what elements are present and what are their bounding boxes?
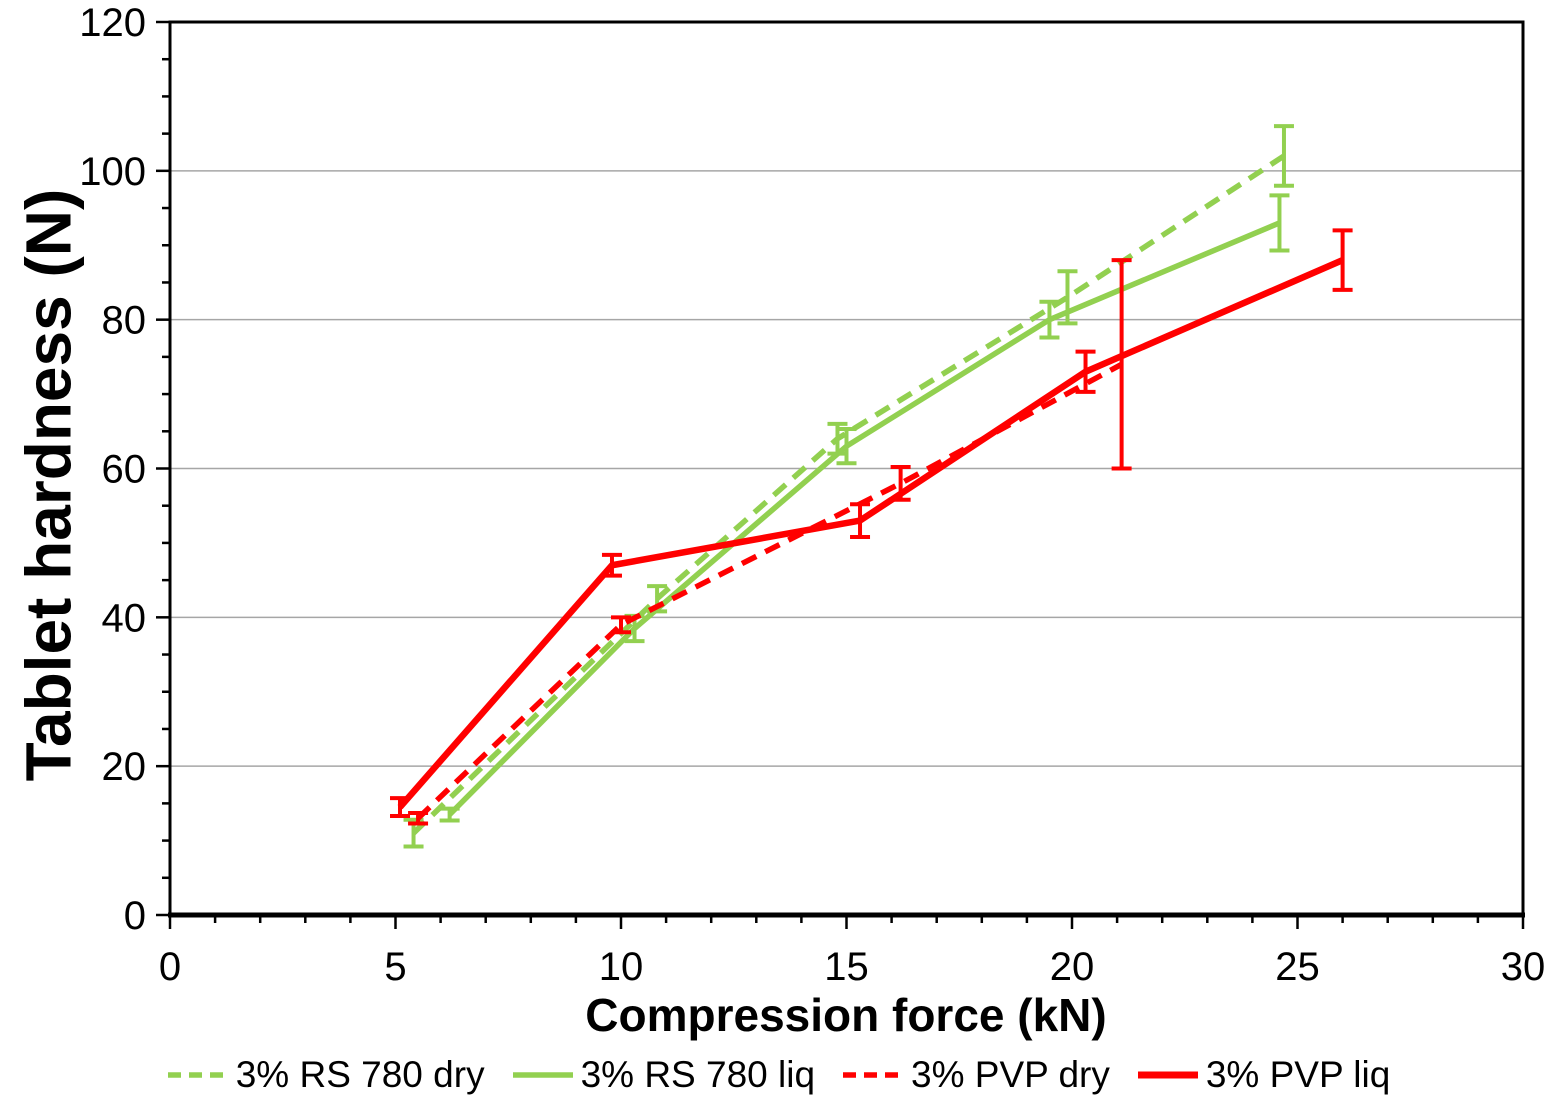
series-3-pvp-dry xyxy=(408,258,1132,826)
series-3-rs-780-liq xyxy=(439,193,1290,823)
legend-line-sample-dashed xyxy=(843,1072,904,1078)
series-line-3-rs-780-liq xyxy=(447,220,1281,817)
x-tick-label: 30 xyxy=(1501,945,1546,989)
x-tick-label: 25 xyxy=(1275,945,1320,989)
chart-legend: 3% RS 780 dry 3% RS 780 liq 3% PVP dry 3% P… xyxy=(0,1054,1556,1096)
legend-line-sample-solid xyxy=(512,1072,573,1078)
y-tick-label: 120 xyxy=(79,1,146,45)
legend-line-sample-solid xyxy=(1137,1071,1198,1079)
legend-line-sample-dashed xyxy=(167,1072,228,1078)
data-series xyxy=(390,124,1353,849)
x-tick-label: 10 xyxy=(599,945,644,989)
y-axis-title: Tablet hardness (N) xyxy=(12,189,84,782)
series-3-pvp-liq xyxy=(390,228,1353,819)
series-line-3-pvp-dry xyxy=(416,361,1123,821)
x-tick-label: 5 xyxy=(384,945,406,989)
legend-item-3-pvp-dry: 3% PVP dry xyxy=(841,1054,1110,1096)
legend-item-3-rs-780-liq: 3% RS 780 liq xyxy=(511,1054,815,1096)
y-tick-label: 100 xyxy=(79,150,146,194)
y-tick-label: 20 xyxy=(102,745,147,789)
x-tick-label: 15 xyxy=(824,945,869,989)
legend-label: 3% PVP dry xyxy=(911,1054,1110,1095)
y-tick-label: 0 xyxy=(124,894,146,938)
series-3-rs-780-dry xyxy=(403,124,1294,849)
legend-item-3-rs-780-dry: 3% RS 780 dry xyxy=(166,1054,485,1096)
legend-label: 3% RS 780 dry xyxy=(235,1054,485,1095)
error-bar xyxy=(1111,258,1132,471)
axes xyxy=(156,20,1525,929)
series-line-3-rs-780-dry xyxy=(411,153,1286,836)
y-tick-label: 40 xyxy=(102,596,147,640)
legend-item-3-pvp-liq: 3% PVP liq xyxy=(1136,1054,1390,1096)
tick-labels: 0 20 40 60 80 100 120 0 5 10 15 20 25 30 xyxy=(79,1,1545,989)
x-tick-label: 20 xyxy=(1050,945,1095,989)
legend-label: 3% RS 780 liq xyxy=(580,1054,816,1095)
x-tick-label: 0 xyxy=(159,945,181,989)
series-line-3-pvp-liq xyxy=(397,257,1344,810)
y-tick-label: 60 xyxy=(102,448,147,492)
gridlines xyxy=(170,170,1523,767)
legend-label: 3% PVP liq xyxy=(1205,1054,1391,1095)
y-tick-label: 80 xyxy=(102,299,147,343)
x-axis-title: Compression force (kN) xyxy=(585,989,1106,1041)
